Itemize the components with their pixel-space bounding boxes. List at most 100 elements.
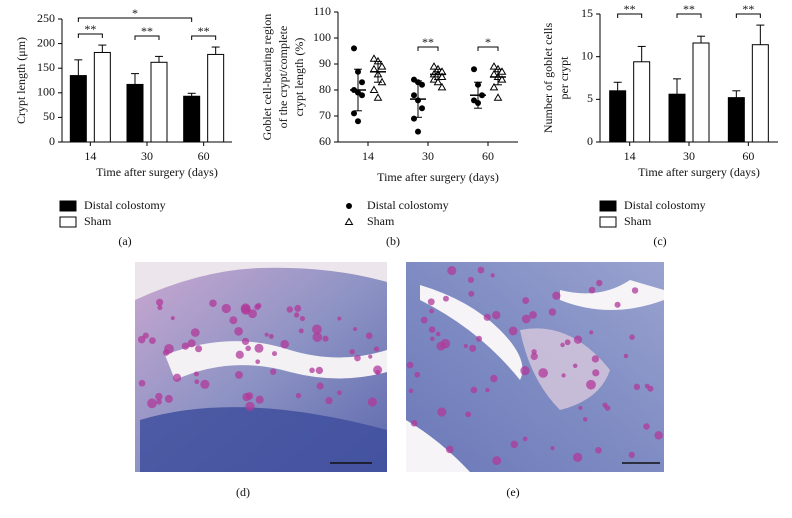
stain-dot [469,344,477,352]
y-tick-label: 50 [43,109,55,123]
legend-marker [59,200,77,212]
stain-dot [427,298,435,306]
x-axis-label: Time after surgery (days) [377,170,499,184]
panel-label: (a) [118,234,131,248]
y-tick-label: 0 [587,134,593,148]
stain-dot [193,371,199,377]
legend-label: Sham [84,214,112,228]
x-axis-label: Time after surgery (days) [96,165,218,179]
point [359,79,365,86]
stain-dot [316,382,324,390]
stain-dot [578,405,583,410]
panel-label: (d) [236,485,250,499]
significance-bracket [134,35,160,40]
stain-dot [447,266,457,276]
stain-dot [349,349,355,355]
bar [692,42,710,143]
stain-dot [629,334,635,340]
x-tick-label: 14 [624,149,636,163]
x-tick-label: 30 [141,149,153,163]
stain-dot [633,383,641,391]
stain-dot [312,332,323,342]
significance-bracket [417,46,439,51]
stain-dot [602,402,608,408]
bar [69,75,87,143]
stain-dot [410,420,418,427]
y-tick-label: 60 [319,134,331,148]
stain-dot [589,330,594,335]
stain-dot [309,367,315,374]
x-tick-label: 14 [84,149,96,163]
stain-dot [548,308,557,316]
significance-bracket [191,35,217,40]
stain-dot [408,388,414,394]
stain-dot [280,339,289,349]
stain-dot [373,346,380,352]
stain-dot [337,316,342,321]
stain-dot [437,407,447,417]
stain-dot [156,399,162,405]
stain-dot [440,338,451,349]
stain-dot [521,314,531,324]
legend-marker [59,216,77,228]
y-tick-label: 150 [37,60,55,74]
stain-dot [155,392,163,401]
y-tick-label: 80 [319,82,331,96]
stain-dots [137,266,663,466]
stain-dot [221,303,231,314]
stain-dot [235,350,244,359]
point [359,92,365,99]
stain-dot [375,370,381,375]
stain-dot [429,308,434,314]
y-tick-label: 70 [319,108,331,122]
significance-bracket [617,13,643,18]
stain-dot [573,335,583,344]
stain-dot [490,374,498,383]
significance-bracket [676,13,702,18]
stain-dot [550,446,555,451]
significance-label: ** [422,35,434,49]
stain-dot [209,299,217,308]
bar [609,90,627,143]
stain-dot [234,326,243,336]
stain-dot [442,295,449,302]
significance-bracket [735,13,761,18]
stain-dot [368,354,373,359]
bar [126,83,144,143]
stain-dot [254,343,264,353]
stain-dot [162,349,170,356]
x-tick-label: 60 [742,149,754,163]
stain-dot [428,326,436,333]
stain-dot [591,355,600,363]
stain-dot [445,445,454,454]
stain-dot [492,310,501,320]
stain-dot [560,342,565,348]
point [369,64,379,73]
stain-dot [322,335,329,342]
stain-dot [628,451,635,459]
stain-dot [245,345,251,352]
point [497,75,507,83]
stain-dot [299,315,306,322]
x-tick-label: 60 [482,149,494,163]
stain-dot [354,354,361,362]
stain-dot [241,337,250,346]
bar [633,61,651,143]
point [377,62,387,70]
stain-dot [463,343,468,349]
stain-dot [592,369,600,377]
point [437,82,447,91]
stain-dot [270,368,277,375]
legend-marker [344,217,354,225]
stain-dot [156,298,164,306]
stain-dot [623,353,629,359]
legend-label: Distal colostomy [367,198,449,212]
point [497,67,507,75]
point [411,92,417,99]
point [355,118,361,125]
bar [727,97,745,143]
bar [150,61,168,143]
stain-dot [485,387,490,393]
stain-dot [643,423,650,430]
stain-dot [465,411,472,418]
